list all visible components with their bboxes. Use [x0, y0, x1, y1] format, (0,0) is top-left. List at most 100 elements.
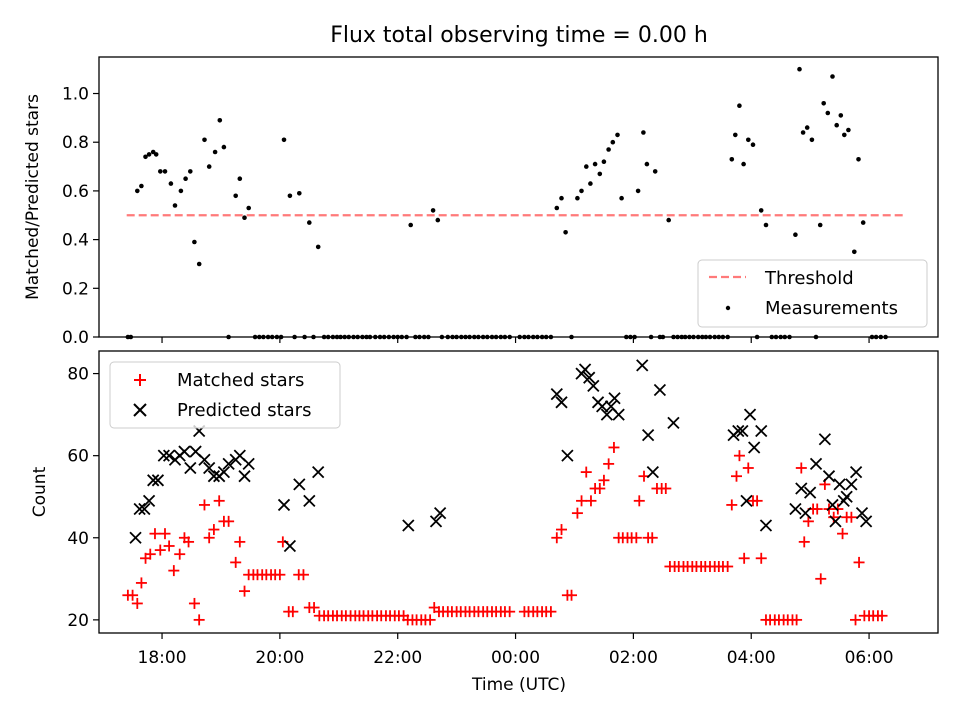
measurement-point — [315, 244, 321, 250]
matched-star-marker — [154, 544, 166, 556]
matched-star-marker — [802, 515, 814, 527]
measurement-point — [741, 161, 746, 167]
measurement-point — [233, 193, 238, 199]
matched-star-marker — [159, 528, 171, 540]
predicted-star-marker — [667, 416, 680, 429]
measurement-point — [158, 169, 163, 174]
measurement-point — [641, 130, 646, 135]
predicted-star-marker — [833, 478, 846, 491]
measurement-point — [196, 261, 202, 267]
predicted-star-marker — [184, 461, 197, 475]
matched-star-marker — [733, 450, 745, 462]
measurement-point — [588, 181, 593, 186]
matched-star-marker — [131, 597, 143, 609]
predicted-star-marker — [583, 371, 596, 384]
top-legend-box — [697, 259, 928, 328]
predicted-star-marker — [203, 461, 216, 475]
legend-predicted-swatch — [133, 403, 147, 417]
measurement-point — [597, 171, 603, 177]
measurement-point — [860, 220, 866, 225]
measurement-point — [206, 164, 212, 169]
legend-matched-swatch — [134, 374, 146, 386]
predicted-star-marker — [434, 507, 447, 520]
matched-star-marker — [566, 589, 578, 601]
predicted-star-marker — [740, 494, 753, 507]
predicted-star-marker — [138, 502, 151, 516]
measurement-point — [817, 222, 823, 228]
predicted-star-marker — [402, 519, 415, 532]
measurement-point — [635, 188, 641, 194]
predicted-star-marker — [587, 379, 600, 393]
predicted-star-marker — [147, 474, 160, 487]
measurement-point — [287, 193, 293, 199]
measurement-point — [834, 122, 839, 128]
top-x-axis — [161, 337, 870, 343]
measurement-point — [297, 191, 302, 196]
measurement-point — [737, 103, 742, 108]
matched-star-marker — [751, 495, 763, 507]
measurement-point — [592, 161, 598, 167]
measurement-point — [162, 169, 168, 174]
matched-star-marker — [630, 532, 642, 544]
measurement-point — [135, 188, 140, 194]
predicted-star-marker — [157, 449, 170, 462]
measurement-point — [830, 74, 835, 79]
predicted-star-marker — [641, 429, 655, 442]
predicted-star-marker — [142, 494, 156, 507]
x-axis-label: Time (UTC) — [471, 675, 566, 695]
measurement-point — [758, 208, 764, 213]
measurement-point — [856, 157, 861, 162]
legend-measurements-label: Measurements — [765, 298, 898, 319]
measurement-point — [168, 181, 174, 186]
predicted-star-marker — [312, 465, 325, 479]
matched-star-marker — [149, 528, 161, 540]
measurement-point — [584, 164, 589, 169]
measurement-point — [821, 101, 826, 106]
matched-star-marker — [742, 462, 754, 474]
measurement-point — [172, 203, 178, 208]
matched-star-marker — [791, 614, 803, 626]
predicted-stars-series — [129, 359, 873, 553]
matched-star-marker — [660, 483, 672, 495]
predicted-star-marker — [561, 449, 574, 462]
predicted-star-marker — [151, 474, 165, 487]
predicted-star-marker — [795, 482, 808, 495]
matched-star-marker — [556, 524, 568, 536]
matched-star-marker — [598, 474, 610, 486]
predicted-star-marker — [293, 478, 306, 491]
measurement-point — [246, 205, 251, 211]
bottom-x-axis: 18:00 20:00 22:00 00:00 02:00 04:00 06:00 — [138, 633, 894, 668]
predicted-star-marker — [303, 494, 316, 507]
predicted-star-marker — [207, 470, 221, 483]
measurements-series — [125, 66, 888, 340]
measurement-point — [610, 139, 616, 145]
matched-star-marker — [594, 483, 606, 495]
measurement-point — [237, 176, 243, 181]
measurement-point — [746, 137, 751, 143]
measurement-point — [281, 137, 287, 143]
predicted-star-marker — [859, 515, 873, 528]
measurement-point — [153, 152, 159, 157]
predicted-star-marker — [755, 424, 768, 438]
measurement-point — [825, 110, 831, 116]
matched-star-marker — [213, 495, 225, 507]
measurement-point — [217, 118, 223, 123]
matched-star-marker — [811, 503, 823, 515]
top-y-tick-label: 1.0 — [62, 85, 89, 105]
predicted-star-marker — [818, 433, 832, 446]
bottom-axes-frame — [98, 350, 939, 634]
x-tick-label: 04:00 — [727, 648, 776, 668]
predicted-star-marker — [826, 498, 839, 512]
measurement-point — [579, 188, 584, 194]
measurement-point — [809, 137, 815, 143]
figure-title: Flux total observing time = 0.00 h — [330, 23, 708, 48]
matched-star-marker — [730, 470, 742, 482]
predicted-star-marker — [855, 507, 869, 520]
measurement-point — [619, 195, 624, 201]
measurement-point — [797, 66, 802, 72]
matched-star-marker — [208, 524, 220, 536]
matched-star-marker — [798, 536, 810, 548]
matched-star-marker — [853, 556, 865, 568]
matched-star-marker — [274, 569, 286, 581]
